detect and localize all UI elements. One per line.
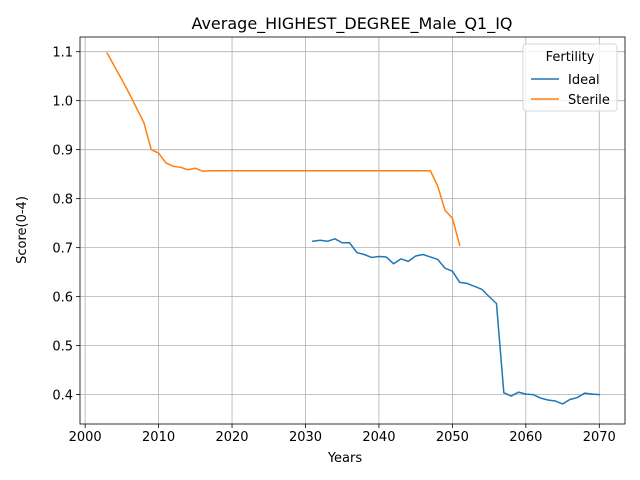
y-tick-label: 0.5 [52, 340, 73, 355]
x-tick-label: 2060 [509, 430, 542, 445]
x-tick-label: 2000 [69, 430, 102, 445]
y-tick-label: 0.4 [52, 389, 73, 404]
series-line-sterile [106, 52, 461, 247]
y-tick-label: 0.6 [52, 291, 73, 306]
y-tick-label: 0.9 [52, 144, 73, 159]
axis-ticks: 2000 2010 2020 2030 2040 2050 2060 2070 0.4 0.5 0.… [52, 46, 616, 445]
chart-title: Average_HIGHEST_DEGREE_Male_Q1_IQ [191, 14, 512, 34]
legend-box [522, 43, 618, 112]
y-tick-label: 1.0 [52, 95, 73, 110]
x-tick-label: 2070 [583, 430, 616, 445]
x-tick-label: 2050 [436, 430, 469, 445]
x-tick-label: 2010 [142, 430, 175, 445]
y-tick-label: 0.8 [52, 193, 73, 208]
x-axis-label: Years [327, 451, 363, 466]
plot-frame [79, 36, 626, 425]
series-line-ideal [311, 238, 601, 405]
grid [80, 37, 625, 424]
legend-title: Fertility [546, 50, 595, 65]
y-tick-label: 1.1 [52, 46, 73, 61]
x-tick-label: 2030 [289, 430, 322, 445]
series-lines [106, 52, 601, 405]
legend-label-sterile: Sterile [568, 93, 610, 108]
y-axis-label: Score(0-4) [15, 196, 30, 264]
y-tick-label: 0.7 [52, 242, 73, 257]
x-tick-label: 2040 [362, 430, 395, 445]
legend: Fertility Ideal Sterile [522, 43, 618, 112]
legend-label-ideal: Ideal [568, 73, 600, 88]
x-tick-label: 2020 [215, 430, 248, 445]
